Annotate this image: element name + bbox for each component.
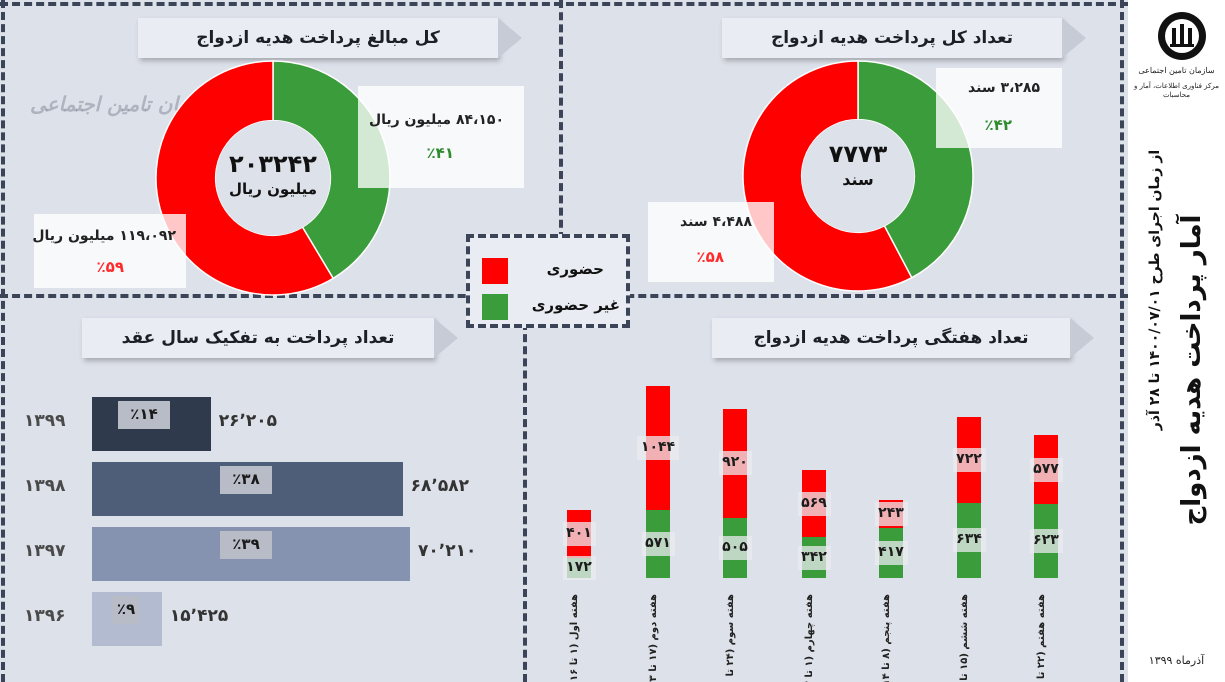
weekly-absent-value: ۳۴۲ [797,545,831,570]
total-count-present-pct: ٪۵۸ [696,248,724,266]
total-count-present-value: ۴،۴۸۸ سند [680,214,752,230]
legend-present-swatch [482,258,508,284]
week-label: هفته چهارم (۱ تا ۷ آذر) [804,594,815,682]
total-count-present-box: ۴،۴۸۸ سند ٪۵۸ [648,202,774,282]
total-amount-absent-box: ۸۴،۱۵۰ میلیون ریال ٪۴۱ [358,86,524,188]
title-fold-decoration [1062,18,1086,58]
year-value-label: ۱۵٬۴۲۵ [169,606,229,626]
weekly-present-value: ۵۷۷ [1029,457,1063,482]
year-value-label: ۶۸٬۵۸۲ [410,476,469,496]
week-label: هفته سوم (۲۴ تا ۳۰ آبان) [725,594,736,682]
title-fold-decoration [498,18,522,58]
weekly-absent-value: ۵۰۵ [718,535,752,560]
main-title: آمار پرداخت هدیه ازدواج [1177,214,1207,526]
total-count-title-text: تعداد کل پرداخت هدیه ازدواج [770,28,1014,48]
week-label: هفته دوم (۱۷ تا ۲۳ آبان) [648,594,659,682]
weekly-title: تعداد هفتگی پرداخت هدیه ازدواج [712,318,1070,358]
total-amount-title-text: کل مبالغ پرداخت هدیه ازدواج [196,28,440,48]
year-label: ۱۳۹۷ [24,541,66,561]
frame-right [1120,0,1124,682]
org-name: سازمان تامین اجتماعی [1138,66,1215,75]
weekly-absent-value: ۵۷۱ [641,532,675,557]
legend: حضوری غیر حضوری [466,234,630,328]
total-count-absent-box: ۳،۲۸۵ سند ٪۴۲ [936,68,1062,148]
total-count-title: تعداد کل پرداخت هدیه ازدواج [722,18,1062,58]
year-label: ۱۳۹۸ [24,476,66,496]
legend-absent-swatch [482,294,508,320]
weekly-present-value: ۲۴۳ [874,501,908,526]
week-label: هفته اول (۱ تا ۱۶ آبان) [569,594,580,682]
year-percent-label: ٪۱۴ [118,401,170,429]
total-amount-absent-value: ۸۴،۱۵۰ میلیون ریال [368,112,504,128]
frame-left [1,0,5,682]
weekly-present-value: ۹۲۰ [718,451,752,476]
title-fold-decoration [1070,318,1094,358]
total-amount-absent-pct: ٪۴۱ [426,144,454,162]
weekly-absent-value: ۶۳۴ [952,528,986,553]
total-count-unit: سند [842,170,874,189]
week-label: هفته ششم (۱۵ تا ۲۱ آذر) [959,594,970,682]
frame-divider-top [559,0,563,240]
year-percent-label: ٪۹ [112,596,140,624]
legend-absent-label: غیر حضوری [531,296,620,314]
donut-hole [215,120,331,236]
dashboard-canvas: تعداد کل پرداخت هدیه ازدواج ۷۷۷۳ سند ۳،۲… [0,0,1128,682]
report-date: آذرماه ۱۳۹۹ [1148,654,1205,667]
total-count-value: ۷۷۷۳ [828,140,888,168]
subtitle: از زمان اجرای طرح ۱۴۰۰/۰۷/۰۱ تا ۲۸ آذر [1147,149,1163,431]
total-amount-title: کل مبالغ پرداخت هدیه ازدواج [138,18,498,58]
frame-top [0,2,1128,6]
year-percent-label: ٪۳۸ [220,466,272,494]
year-value-label: ۷۰٬۲۱۰ [418,541,477,561]
weekly-present-value: ۷۲۲ [952,447,986,472]
total-amount-present-value: ۱۱۹،۰۹۲ میلیون ریال [32,228,176,244]
year-percent-label: ٪۳۹ [220,531,272,559]
total-amount-present-box: ۱۱۹،۰۹۲ میلیون ریال ٪۵۹ [32,214,186,288]
total-count-absent-pct: ٪۴۲ [984,116,1012,134]
total-count-center: ۷۷۷۳ سند [808,140,908,189]
year-label: ۱۳۹۶ [24,606,66,626]
total-count-absent-value: ۳،۲۸۵ سند [968,80,1040,96]
total-amount-value: ۲۰۳۲۴۲ [229,150,317,178]
weekly-present-value: ۵۶۹ [797,491,831,516]
weekly-absent-value: ۱۷۲ [562,555,596,580]
year-value-label: ۲۶٬۲۰۵ [218,411,278,431]
sidebar: سازمان تامین اجتماعی مرکز فناوری اطلاعات… [1128,0,1225,682]
weekly-absent-value: ۴۱۷ [874,541,908,566]
title-fold-decoration [434,318,458,358]
org-logo-icon [1158,12,1206,60]
year-label: ۱۳۹۹ [24,411,66,431]
by-year-title-text: تعداد پرداخت به تفکیک سال عقد [121,328,395,348]
legend-present-label: حضوری [546,260,604,278]
week-label: هفته پنجم (۸ تا ۱۴ آذر) [881,594,892,682]
weekly-title-text: تعداد هفتگی پرداخت هدیه ازدواج [753,328,1029,348]
by-year-title: تعداد پرداخت به تفکیک سال عقد [82,318,434,358]
frame-divider-bottom [523,322,527,682]
weekly-present-value: ۴۰۱ [562,521,596,546]
weekly-present-value: ۱۰۴۴ [637,436,679,461]
weekly-absent-value: ۶۲۳ [1029,528,1063,553]
total-amount-center: ۲۰۳۲۴۲ میلیون ریال [208,150,338,198]
week-label: هفته هفتم (۲۲ تا ۲۸ آذر) [1036,594,1047,682]
donut-hole [801,119,915,233]
dept-name: مرکز فناوری اطلاعات، آمار و محاسبات [1134,82,1219,99]
total-amount-present-pct: ٪۵۹ [96,258,124,276]
total-amount-unit: میلیون ریال [228,180,317,198]
